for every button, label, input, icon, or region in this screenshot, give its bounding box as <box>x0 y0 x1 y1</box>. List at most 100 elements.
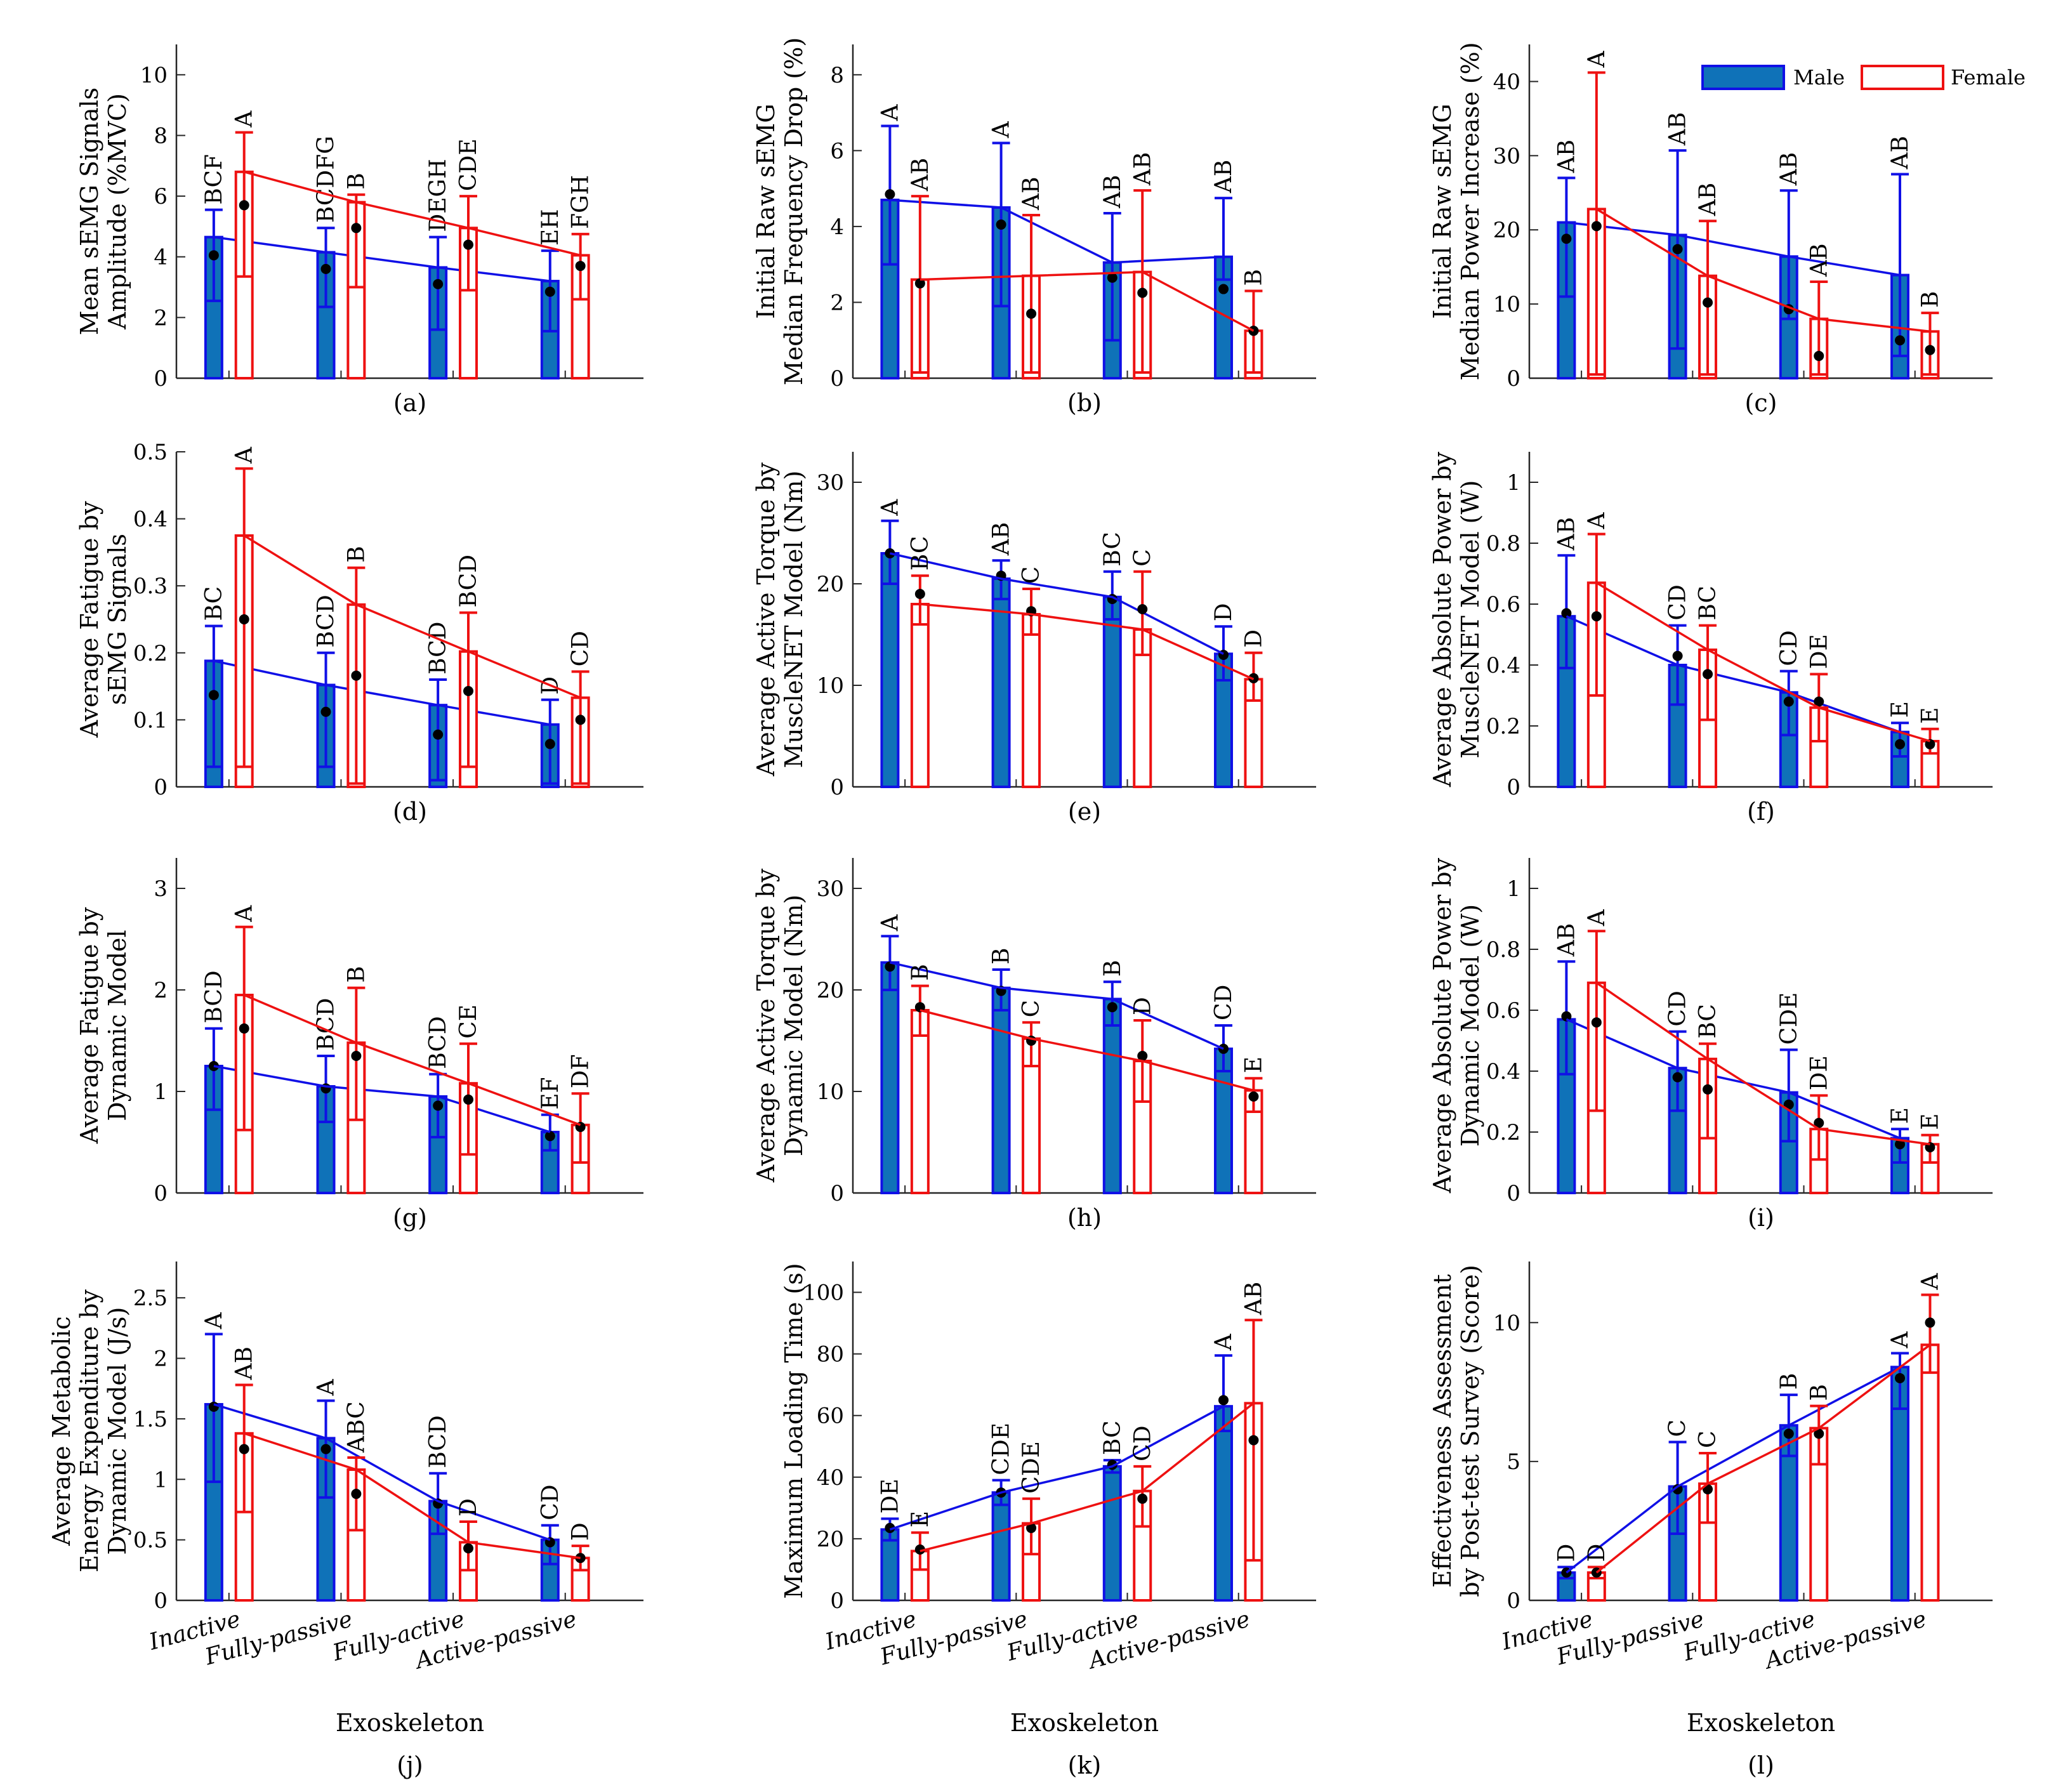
male-trend-line <box>1566 1366 1901 1574</box>
mean-dot <box>1783 1428 1794 1439</box>
female-bar <box>910 1009 930 1194</box>
significance-letter: BCD <box>425 1415 451 1468</box>
male-trend-line <box>1566 221 1901 277</box>
y-tick-label: 1 <box>1506 876 1520 902</box>
legend-female-label: Female <box>1951 65 2026 89</box>
y-tick-label: 0 <box>1506 775 1520 800</box>
significance-letter: D <box>1130 997 1156 1015</box>
male-bar <box>1214 1047 1233 1195</box>
significance-letter: C <box>1019 1000 1045 1018</box>
y-axis-label-line: Effectiveness Assessment <box>1428 1274 1456 1588</box>
significance-letter: B <box>1100 960 1126 977</box>
panel-a: 0 2 4 6 8 10 Mean sEMG SignalsAmplitude (%MVC)… <box>76 44 643 417</box>
y-tick-label: 0.1 <box>133 708 168 733</box>
mean-dot <box>1591 221 1602 232</box>
mean-dot <box>351 223 362 234</box>
significance-letter: D <box>1211 603 1237 621</box>
significance-letter: E <box>1917 708 1943 724</box>
significance-letter: AB <box>1665 112 1691 146</box>
mean-dot <box>1925 345 1935 355</box>
y-axis-label: Effectiveness Assessmentby Post-test Sur… <box>1428 1265 1484 1597</box>
y-tick-label: 8 <box>154 123 168 148</box>
significance-letter: AB <box>232 1347 258 1380</box>
mean-dot <box>320 706 331 717</box>
y-tick-label: 3 <box>154 876 168 902</box>
significance-letter: CD <box>1211 985 1237 1020</box>
significance-letter: A <box>232 446 258 464</box>
mean-dot <box>1814 696 1824 707</box>
y-axis-label-line: Dynamic Model (J/s) <box>103 1307 131 1555</box>
y-axis-label-line: Energy Expenditure by <box>76 1289 103 1572</box>
significance-letter: D <box>568 1522 594 1541</box>
y-tick-label: 5 <box>1506 1449 1520 1475</box>
y-tick-label: 0.4 <box>133 507 168 532</box>
y-tick-label: 0.2 <box>133 641 168 666</box>
y-tick-label: 2 <box>154 1347 168 1372</box>
male-bar <box>880 552 900 788</box>
significance-letter: CD <box>1130 1425 1156 1461</box>
significance-letter: BCF <box>201 154 227 205</box>
significance-letter: B <box>1776 1373 1802 1390</box>
y-tick-label: 2 <box>830 290 844 315</box>
significance-letter: AB <box>1695 183 1721 216</box>
significance-letter: C <box>1695 1430 1721 1448</box>
y-tick-label: 0 <box>1506 1181 1520 1206</box>
y-axis-label: Average Fatigue bysEMG Signals <box>76 501 131 738</box>
mean-dot <box>208 690 219 701</box>
significance-letter: DE <box>1806 1055 1832 1090</box>
y-tick-label: 1.5 <box>133 1407 168 1432</box>
y-axis-label: Average Fatigue byDynamic Model <box>76 907 131 1144</box>
mean-dot <box>463 239 473 250</box>
significance-letter: ABC <box>343 1401 369 1453</box>
significance-letter: DF <box>568 1054 594 1088</box>
y-axis-label-line: Dynamic Model <box>103 930 131 1121</box>
significance-letter: B <box>989 948 1015 965</box>
significance-letter: CDE <box>989 1423 1015 1475</box>
mean-dot <box>914 278 925 289</box>
mean-dot <box>351 670 362 681</box>
y-tick-label: 0.3 <box>133 574 168 599</box>
panel-caption: (d) <box>393 798 427 826</box>
y-tick-label: 80 <box>817 1342 844 1367</box>
y-axis-label-line: Maximum Loading Time (s) <box>780 1263 808 1598</box>
female-trend-line <box>920 270 1255 332</box>
y-tick-label: 0 <box>154 366 168 392</box>
mean-dot <box>544 1131 555 1142</box>
mean-dot <box>1814 350 1824 361</box>
significance-letter: E <box>1917 1114 1943 1130</box>
mean-dot <box>1703 669 1713 680</box>
female-trend-line <box>1595 982 1930 1145</box>
mean-dot <box>433 1100 444 1111</box>
y-tick-label: 6 <box>154 184 168 209</box>
y-axis-label-line: Average Absolute Power by <box>1428 857 1456 1194</box>
legend-male-swatch <box>1701 65 1785 90</box>
male-bar <box>991 986 1011 1195</box>
female-trend-line <box>1595 581 1930 742</box>
x-axis-label: Exoskeleton <box>1010 1709 1159 1737</box>
y-tick-label: 20 <box>817 572 844 597</box>
y-axis-label-line: Median Power Increase (%) <box>1456 42 1484 380</box>
y-tick-label: 0.6 <box>1486 998 1520 1024</box>
panel-caption: (i) <box>1748 1204 1774 1232</box>
panel-caption: (f) <box>1747 798 1775 826</box>
y-tick-label: 0.6 <box>1486 592 1520 617</box>
y-tick-label: 1 <box>1506 470 1520 496</box>
male-trend-line <box>1566 1018 1901 1140</box>
y-tick-label: 0.8 <box>1486 531 1520 557</box>
male-bar <box>1102 1465 1122 1602</box>
y-axis-label-line: Average Metabolic <box>48 1316 76 1546</box>
y-tick-label: 20 <box>817 978 844 1003</box>
significance-letter: E <box>907 1511 933 1527</box>
female-trend-line <box>1595 208 1930 333</box>
panel-b: 0 2 4 6 8 Initial Raw sEMGMedian Frequency Dr… <box>752 37 1316 417</box>
male-trend-line <box>890 961 1224 1050</box>
y-tick-label: 100 <box>803 1281 844 1306</box>
y-tick-label: 2 <box>154 305 168 331</box>
panel-e: 0 10 20 30 Average Active Torque byMuscleNET… <box>752 452 1316 826</box>
legend-male-label: Male <box>1793 65 1845 89</box>
y-axis-label-line: Average Fatigue by <box>76 501 103 738</box>
y-tick-label: 30 <box>817 876 844 902</box>
mean-dot <box>1703 297 1713 308</box>
